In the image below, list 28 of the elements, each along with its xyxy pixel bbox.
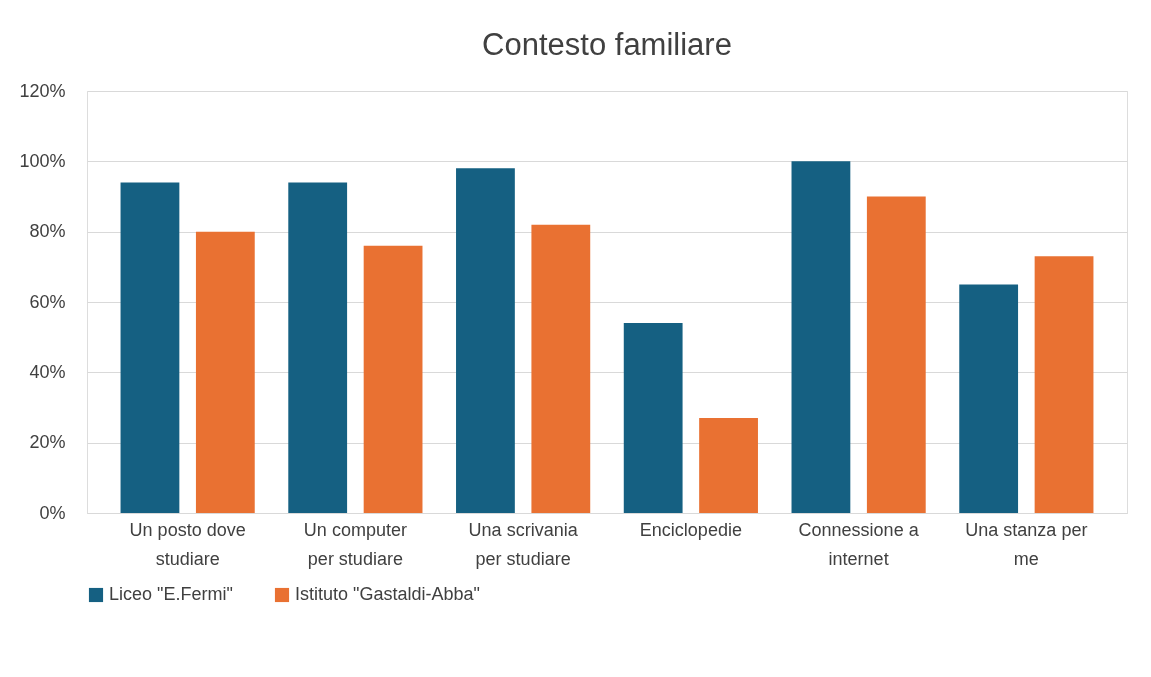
bar bbox=[288, 182, 348, 513]
bar bbox=[195, 231, 255, 513]
y-tick-label: 80% bbox=[29, 221, 66, 242]
y-tick-label: 100% bbox=[19, 150, 66, 171]
bar bbox=[1034, 256, 1094, 513]
bar bbox=[791, 161, 851, 513]
x-tick-label: Enciclopedie bbox=[639, 519, 742, 540]
bar bbox=[363, 245, 423, 513]
x-tick-label: Un computer per studiare bbox=[303, 519, 407, 569]
legend-label: Liceo "E.Fermi" bbox=[109, 584, 233, 604]
chart-title: Contesto familiare bbox=[482, 27, 732, 62]
bar bbox=[456, 168, 515, 513]
bar bbox=[120, 182, 180, 513]
y-tick-label: 60% bbox=[29, 291, 66, 312]
bar bbox=[959, 284, 1019, 513]
x-tick-label: Connessione a internet bbox=[798, 519, 920, 569]
y-tick-label: 120% bbox=[19, 80, 66, 101]
x-tick-label: Una scrivania per studiare bbox=[468, 519, 579, 569]
y-tick-label: 0% bbox=[39, 502, 66, 523]
x-tick-label: Un posto dove studiare bbox=[129, 519, 246, 569]
bar bbox=[866, 196, 926, 513]
x-tick-label: Una stanza per me bbox=[965, 519, 1088, 569]
bar bbox=[699, 418, 758, 513]
bar bbox=[531, 224, 591, 513]
y-tick-label: 20% bbox=[29, 432, 66, 453]
legend-label: Istituto "Gastaldi-Abba" bbox=[295, 584, 480, 604]
y-tick-label: 40% bbox=[29, 361, 66, 382]
bar bbox=[623, 323, 683, 513]
